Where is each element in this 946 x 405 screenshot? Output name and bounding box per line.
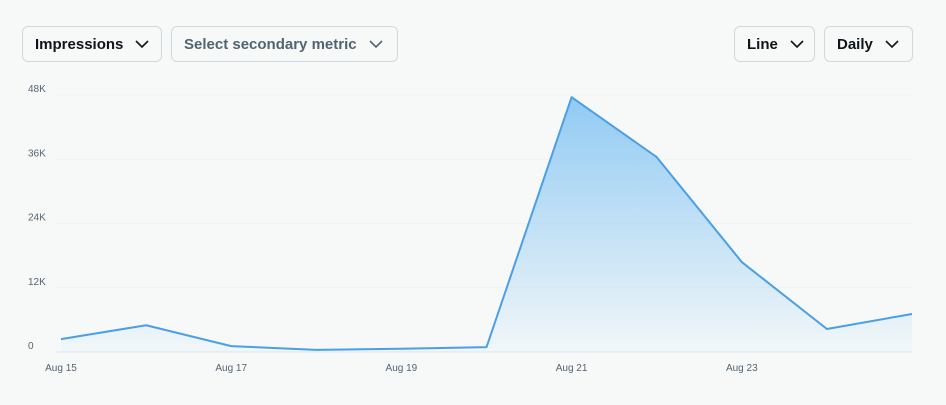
chevron bbox=[369, 39, 383, 48]
line bbox=[60, 96, 913, 351]
chevron bbox=[790, 39, 804, 48]
x-tick-label: Aug 23 bbox=[726, 363, 758, 374]
y-tick-label: 24K bbox=[28, 213, 46, 224]
y-tick-label: 48K bbox=[28, 84, 46, 95]
y-tick-label: 0 bbox=[28, 341, 34, 352]
dropdown-label: Select secondary metric bbox=[184, 35, 357, 53]
x-tick-label: Aug 17 bbox=[215, 363, 247, 374]
metric-dropdown[interactable]: Impressions bbox=[22, 26, 162, 62]
x-tick-label: Aug 21 bbox=[556, 363, 588, 374]
interval-dropdown[interactable]: Daily bbox=[824, 26, 913, 62]
x-tick-label: Aug 19 bbox=[386, 363, 418, 374]
y-tick-label: 12K bbox=[28, 277, 46, 288]
y-tick-label: 36K bbox=[28, 148, 46, 159]
dropdown-label: Daily bbox=[837, 35, 873, 53]
chart-type-dropdown[interactable]: Line bbox=[734, 26, 815, 62]
x-tick-label: Aug 15 bbox=[45, 363, 77, 374]
area bbox=[61, 97, 912, 353]
chevron bbox=[885, 39, 899, 48]
dropdown-label: Impressions bbox=[35, 35, 124, 53]
secondary-metric-dropdown[interactable]: Select secondary metric bbox=[171, 26, 398, 62]
dropdown-label: Line bbox=[747, 35, 778, 53]
chevron bbox=[135, 39, 149, 48]
